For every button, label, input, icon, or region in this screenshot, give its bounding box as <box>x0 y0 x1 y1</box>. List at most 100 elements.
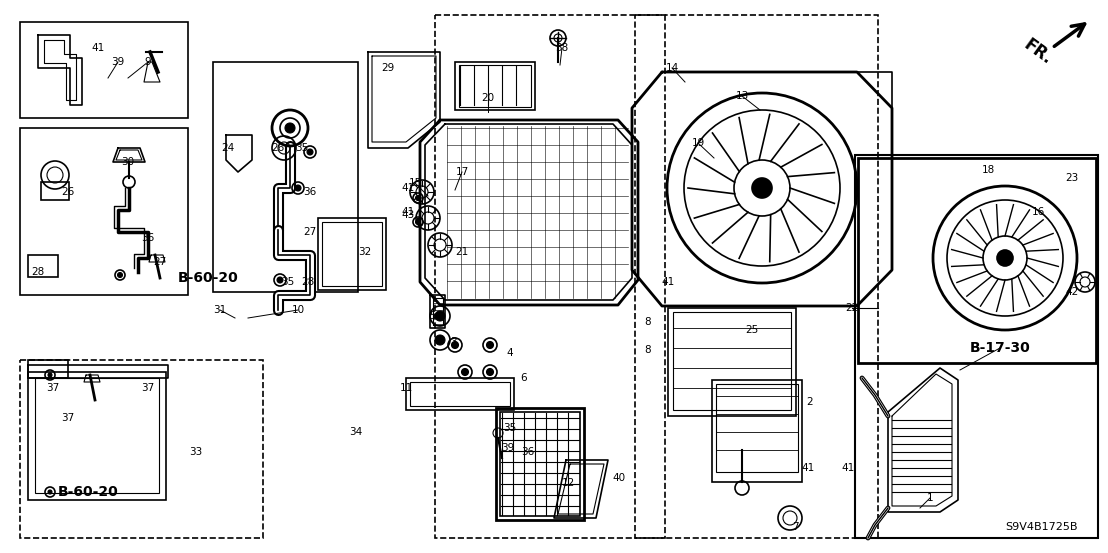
Bar <box>668 308 796 416</box>
Text: 2: 2 <box>807 397 813 407</box>
Text: 26: 26 <box>61 187 74 197</box>
Circle shape <box>416 220 421 225</box>
Bar <box>712 380 802 482</box>
Text: 41: 41 <box>401 183 414 193</box>
Text: 4: 4 <box>506 348 513 358</box>
Text: 37: 37 <box>47 383 60 393</box>
Text: 7: 7 <box>792 522 798 532</box>
Text: 20: 20 <box>482 93 494 103</box>
Text: 23: 23 <box>1066 173 1078 183</box>
Text: 39: 39 <box>112 57 124 67</box>
Bar <box>35 378 160 493</box>
Bar <box>716 384 798 472</box>
Circle shape <box>435 311 445 321</box>
Text: 17: 17 <box>455 167 469 177</box>
Text: 37: 37 <box>142 383 155 393</box>
Circle shape <box>117 273 123 278</box>
Bar <box>673 312 791 410</box>
Bar <box>41 182 69 200</box>
Circle shape <box>285 123 295 133</box>
Text: B-60-20: B-60-20 <box>177 271 238 285</box>
Circle shape <box>307 149 312 155</box>
Text: 32: 32 <box>358 247 371 257</box>
Text: 34: 34 <box>349 427 362 437</box>
Text: 14: 14 <box>666 63 678 73</box>
Bar <box>496 408 584 520</box>
Text: 41: 41 <box>661 277 675 287</box>
Text: 37: 37 <box>61 413 74 423</box>
Text: 28: 28 <box>31 267 44 277</box>
Bar <box>500 412 579 516</box>
Circle shape <box>435 335 445 345</box>
Text: 12: 12 <box>562 478 575 488</box>
Text: 36: 36 <box>304 187 317 197</box>
Text: 41: 41 <box>801 463 814 473</box>
Text: 41: 41 <box>841 463 854 473</box>
Text: 43: 43 <box>401 210 414 220</box>
Text: 36: 36 <box>142 233 155 243</box>
Text: 33: 33 <box>189 447 203 457</box>
Text: 26: 26 <box>271 143 285 153</box>
Bar <box>855 155 1098 538</box>
Text: 41: 41 <box>401 207 414 217</box>
Text: 25: 25 <box>746 325 759 335</box>
Text: 13: 13 <box>736 91 749 101</box>
Text: 35: 35 <box>281 277 295 287</box>
Bar <box>28 372 166 500</box>
Text: 10: 10 <box>291 305 305 315</box>
Bar <box>406 378 514 410</box>
Text: 8: 8 <box>645 345 652 355</box>
Bar <box>455 62 535 110</box>
Bar <box>20 360 263 538</box>
Bar <box>635 15 878 538</box>
Text: 35: 35 <box>296 143 309 153</box>
Circle shape <box>416 196 421 201</box>
Bar <box>459 65 531 107</box>
Text: 6: 6 <box>521 373 527 383</box>
Text: 40: 40 <box>613 473 626 483</box>
Text: 15: 15 <box>409 178 422 188</box>
Circle shape <box>48 490 52 494</box>
Circle shape <box>486 342 493 348</box>
Text: 24: 24 <box>222 143 235 153</box>
Text: 8: 8 <box>645 317 652 327</box>
Text: 31: 31 <box>214 305 227 315</box>
Circle shape <box>752 178 772 198</box>
Text: B-17-30: B-17-30 <box>970 341 1030 355</box>
Bar <box>318 218 386 290</box>
Circle shape <box>277 277 283 283</box>
Text: 30: 30 <box>122 157 134 167</box>
Text: B-60-20: B-60-20 <box>58 485 119 499</box>
Text: 1: 1 <box>926 493 933 503</box>
Text: 18: 18 <box>982 165 995 175</box>
Text: 41: 41 <box>91 43 104 53</box>
Bar <box>20 22 188 118</box>
Text: 5: 5 <box>429 311 435 321</box>
Circle shape <box>48 373 52 377</box>
Text: 11: 11 <box>399 383 412 393</box>
Text: 35: 35 <box>503 423 516 433</box>
Bar <box>213 62 358 292</box>
Bar <box>28 255 58 277</box>
Bar <box>28 360 68 378</box>
Bar <box>410 382 510 406</box>
Circle shape <box>997 250 1013 266</box>
Text: 16: 16 <box>1032 207 1045 217</box>
Text: 21: 21 <box>455 247 469 257</box>
Text: 36: 36 <box>522 447 535 457</box>
Text: S9V4B1725B: S9V4B1725B <box>1006 522 1078 532</box>
Text: 9: 9 <box>145 57 152 67</box>
Text: 39: 39 <box>502 443 514 453</box>
Text: 27: 27 <box>153 257 166 267</box>
Text: 27: 27 <box>304 227 317 237</box>
Bar <box>858 158 1096 363</box>
Text: FR.: FR. <box>1020 36 1056 69</box>
Text: 29: 29 <box>381 63 394 73</box>
Text: 28: 28 <box>301 277 315 287</box>
Bar <box>322 222 382 286</box>
Text: 22: 22 <box>845 303 859 313</box>
Bar <box>435 15 665 538</box>
Text: 3: 3 <box>450 337 456 347</box>
Text: 19: 19 <box>691 138 705 148</box>
Circle shape <box>486 368 493 375</box>
